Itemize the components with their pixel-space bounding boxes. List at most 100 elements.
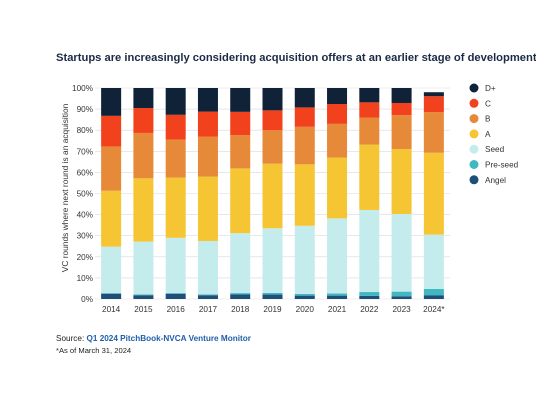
bar-stack-2016 — [165, 88, 186, 299]
legend-label: C — [485, 99, 491, 108]
bar-segment-d- — [359, 88, 380, 103]
bar-segment-d- — [230, 88, 251, 112]
bar-segment-seed — [359, 209, 380, 293]
x-tick-label: 2015 — [134, 305, 153, 314]
bar-segment-pre-seed — [230, 293, 251, 295]
bar-segment-seed — [133, 241, 154, 295]
bars — [101, 88, 444, 299]
legend-item: Pre-seed — [469, 160, 519, 170]
bar-segment-d- — [423, 92, 444, 97]
bar-segment-c — [391, 102, 412, 116]
legend-item: Seed — [469, 144, 505, 154]
bar-segment-seed — [391, 213, 412, 292]
legend-label: B — [485, 115, 491, 124]
bar-segment-angel — [262, 294, 283, 299]
y-tick-label: 60% — [77, 168, 93, 177]
y-tick-label: 40% — [77, 211, 93, 220]
legend-marker — [469, 160, 479, 169]
legend-label: Angel — [485, 176, 506, 185]
bar-segment-c — [197, 111, 218, 137]
bar-segment-seed — [230, 233, 251, 294]
legend-marker — [469, 98, 479, 108]
legend-item: B — [469, 114, 491, 124]
source-link[interactable]: Q1 2024 PitchBook-NVCA Venture Monitor — [86, 334, 251, 343]
bar-segment-c — [165, 114, 186, 140]
bar-segment-b — [391, 115, 412, 149]
bar-segment-c — [423, 96, 444, 113]
bar-segment-angel — [165, 293, 186, 299]
bar-segment-angel — [294, 295, 315, 299]
bar-segment-b — [327, 123, 348, 158]
bar-segment-pre-seed — [133, 294, 154, 296]
bar-segment-d- — [197, 88, 218, 112]
bar-segment-a — [262, 163, 283, 229]
y-tick-label: 70% — [77, 147, 93, 156]
bar-stack-2024* — [423, 92, 444, 299]
y-tick-label: 50% — [77, 190, 93, 199]
bar-stack-2019 — [262, 88, 283, 299]
bar-segment-d- — [294, 88, 315, 108]
x-tick-label: 2017 — [199, 305, 218, 314]
bar-segment-a — [327, 157, 348, 219]
bar-segment-pre-seed — [101, 293, 122, 294]
bar-stack-2015 — [133, 88, 154, 299]
bar-segment-angel — [133, 295, 154, 299]
legend-item: Angel — [469, 175, 506, 185]
legend-marker — [469, 144, 479, 154]
bar-segment-c — [133, 108, 154, 133]
legend-item: C — [469, 98, 491, 108]
chart-title: Startups are increasingly considering ac… — [56, 52, 536, 64]
y-tick-label: 0% — [81, 295, 93, 304]
bar-segment-b — [165, 139, 186, 178]
x-tick-label: 2019 — [263, 305, 282, 314]
bar-segment-b — [359, 117, 380, 145]
bar-segment-b — [294, 126, 315, 165]
bar-segment-d- — [327, 88, 348, 105]
bar-segment-seed — [294, 225, 315, 294]
legend-marker — [469, 114, 479, 124]
bar-stack-2018 — [230, 88, 251, 299]
source-note: Source: Q1 2024 PitchBook-NVCA Venture M… — [56, 334, 251, 343]
bar-segment-pre-seed — [327, 293, 348, 296]
bar-segment-b — [423, 112, 444, 153]
legend-label: Seed — [485, 145, 505, 154]
bar-segment-c — [327, 104, 348, 124]
bar-segment-seed — [327, 218, 348, 294]
legend-label: D+ — [485, 84, 496, 93]
source-prefix: Source: — [56, 334, 87, 343]
legend-label: Pre-seed — [485, 161, 519, 170]
bar-segment-a — [133, 178, 154, 242]
x-tick-label: 2016 — [167, 305, 186, 314]
y-tick-label: 100% — [72, 84, 93, 93]
bar-segment-angel — [327, 295, 348, 299]
bar-segment-a — [359, 144, 380, 210]
y-tick-label: 10% — [77, 274, 93, 283]
legend-label: A — [485, 130, 491, 139]
bar-segment-a — [294, 164, 315, 226]
bar-segment-b — [133, 132, 154, 179]
legend-marker — [469, 83, 479, 93]
bar-stack-2020 — [294, 88, 315, 299]
footnote: *As of March 31, 2024 — [56, 346, 132, 355]
bar-segment-seed — [262, 228, 283, 293]
bar-segment-d- — [262, 88, 283, 111]
bar-segment-c — [359, 102, 380, 118]
y-tick-label: 80% — [77, 126, 93, 135]
bar-segment-a — [197, 176, 218, 241]
bar-segment-pre-seed — [294, 293, 315, 296]
x-tick-label: 2018 — [231, 305, 250, 314]
bar-segment-b — [230, 135, 251, 169]
bar-segment-a — [165, 177, 186, 238]
bar-stack-2023 — [391, 88, 412, 299]
bar-segment-seed — [423, 234, 444, 289]
bar-segment-c — [262, 110, 283, 131]
bar-segment-pre-seed — [197, 294, 218, 296]
bar-segment-angel — [197, 295, 218, 299]
bar-segment-d- — [391, 88, 412, 103]
bar-stack-2014 — [101, 88, 122, 299]
bar-segment-c — [101, 115, 122, 147]
y-tick-label: 90% — [77, 105, 93, 114]
legend-item: D+ — [469, 83, 496, 93]
bar-segment-angel — [230, 294, 251, 299]
